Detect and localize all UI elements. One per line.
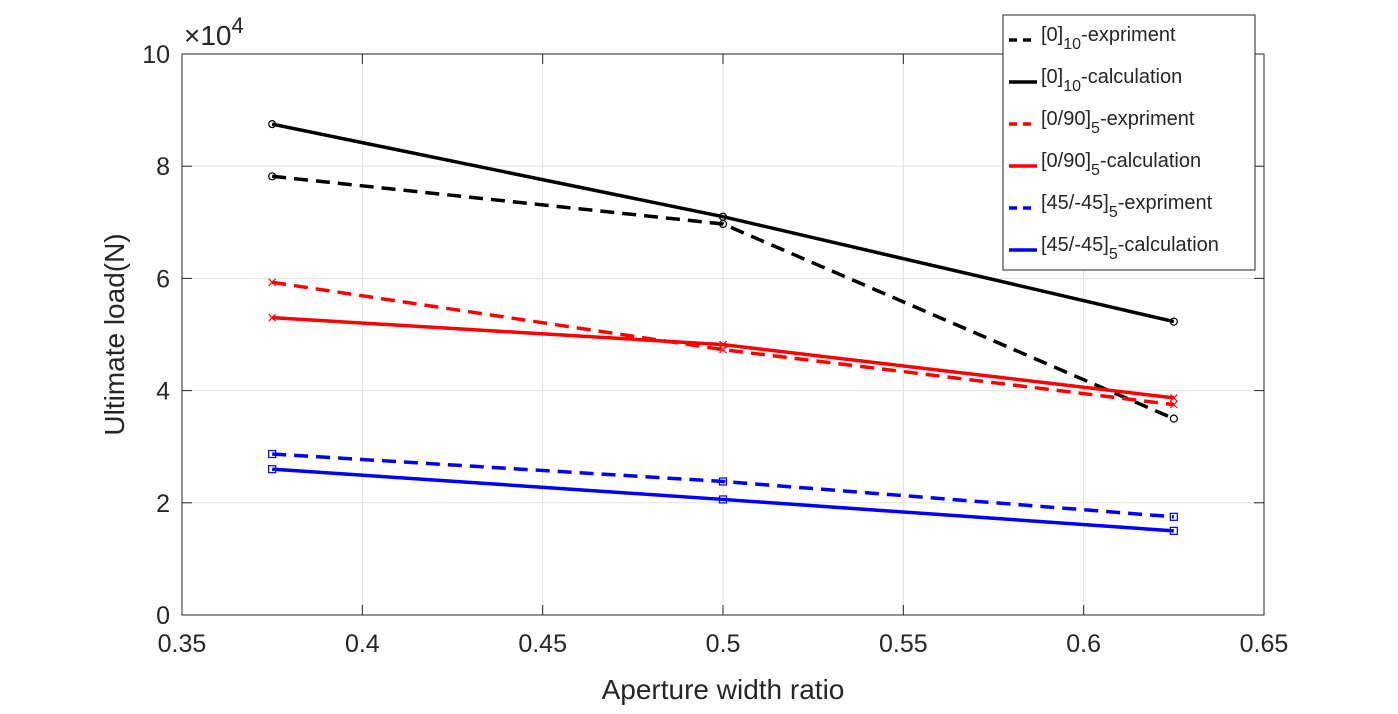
legend-label-subscript: 5 (1091, 120, 1100, 137)
series-6-point-marker-square (268, 465, 277, 474)
legend-label-tail: -calculation (1081, 66, 1182, 88)
series-5 (268, 449, 1178, 521)
y-tick-label: 0 (156, 602, 170, 630)
legend-entry: [45/-45]5-calculation (1009, 234, 1219, 263)
legend-label: [0/90]5-calculation (1041, 150, 1201, 179)
series-layer (268, 120, 1178, 535)
legend-label-subscript: 10 (1063, 36, 1081, 53)
legend-entry: [0]10-calculation (1009, 66, 1182, 95)
x-tick-label: 0.65 (1240, 630, 1289, 658)
legend-entry: [0/90]5-calculation (1009, 150, 1201, 179)
y-exponent-power: 4 (232, 13, 244, 38)
series-6 (268, 465, 1178, 535)
x-tick-label: 0.4 (345, 630, 380, 658)
y-exponent-label: ×104 (184, 13, 244, 51)
x-tick-label: 0.35 (158, 630, 207, 658)
series-1-point-marker-circle (268, 172, 277, 181)
legend-entry: [0]10-expriment (1009, 24, 1176, 53)
legend-label-main: [0] (1041, 24, 1063, 46)
y-exponent-prefix: ×10 (184, 20, 232, 51)
legend-label-main: [0/90] (1041, 108, 1091, 130)
y-axis-title: Ultimate load(N) (99, 233, 130, 435)
series-1-line (271, 174, 1175, 421)
axis-ticks: 0.35 0.4 0.45 0.5 0.55 0.6 0.65 0 2 4 6 8 10 (142, 41, 1288, 658)
legend-entry: [0/90]5-expriment (1009, 108, 1195, 137)
series-5-point-marker-square (1169, 512, 1178, 521)
series-3 (268, 278, 1178, 409)
series-5-line (272, 452, 1174, 519)
legend-label: [45/-45]5-calculation (1041, 234, 1219, 263)
series-3-line (271, 280, 1175, 407)
x-tick-label: 0.55 (879, 630, 928, 658)
series-2-line (271, 122, 1175, 324)
series-4-point-marker-x (268, 313, 277, 322)
series-6-point-marker-square (718, 495, 728, 504)
y-tick-label: 10 (142, 41, 170, 69)
x-axis-title: Aperture width ratio (602, 674, 845, 705)
legend-label: [0]10-expriment (1041, 24, 1176, 53)
legend-label-tail: -calculation (1118, 234, 1219, 256)
series-5-point-marker-square (718, 477, 728, 486)
legend-label-subscript: 5 (1091, 162, 1100, 179)
series-3-point-marker-x (1169, 400, 1178, 409)
legend-label-main: [45/-45] (1041, 192, 1109, 214)
legend-label: [0/90]5-expriment (1041, 108, 1195, 137)
series-5-point-marker-square (268, 449, 277, 459)
legend-label-subscript: 5 (1109, 246, 1118, 263)
series-2-point-marker-circle (268, 120, 277, 129)
legend-box (1002, 14, 1256, 271)
series-6-point-marker-square (1169, 526, 1178, 535)
series-1-point-marker-circle (1169, 414, 1178, 423)
series-2-point-marker-circle (1169, 317, 1178, 326)
legend-label: [0]10-calculation (1041, 66, 1182, 95)
legend-label-subscript: 10 (1063, 78, 1081, 95)
series-6-line (272, 467, 1174, 533)
series-4-point-marker-x (719, 340, 727, 349)
series-3-point-marker-x (268, 278, 277, 287)
legend-label-subscript: 5 (1109, 204, 1118, 221)
y-tick-label: 4 (156, 378, 170, 406)
legend: [0]10-expriment[0]10-calculation[0/90]5-… (1002, 14, 1256, 271)
legend-label-main: [0] (1041, 66, 1063, 88)
x-tick-label: 0.45 (518, 630, 567, 658)
legend-label-tail: -expriment (1100, 108, 1195, 130)
series-2-point-marker-circle (718, 212, 728, 221)
x-tick-label: 0.6 (1066, 630, 1101, 658)
series-4-point-marker-x (1169, 393, 1178, 402)
x-tick-label: 0.5 (706, 630, 741, 658)
legend-label-tail: -expriment (1081, 24, 1176, 46)
legend-label-main: [45/-45] (1041, 234, 1109, 256)
legend-label-main: [0/90] (1041, 150, 1091, 172)
legend-label-tail: -calculation (1100, 150, 1201, 172)
legend-label: [45/-45]5-expriment (1041, 192, 1213, 221)
series-2 (268, 120, 1178, 326)
legend-entry: [45/-45]5-expriment (1009, 192, 1213, 221)
legend-label-tail: -expriment (1118, 192, 1213, 214)
y-tick-label: 2 (156, 490, 170, 518)
y-tick-label: 6 (156, 265, 170, 293)
series-4 (268, 313, 1178, 402)
y-tick-label: 8 (156, 153, 170, 181)
